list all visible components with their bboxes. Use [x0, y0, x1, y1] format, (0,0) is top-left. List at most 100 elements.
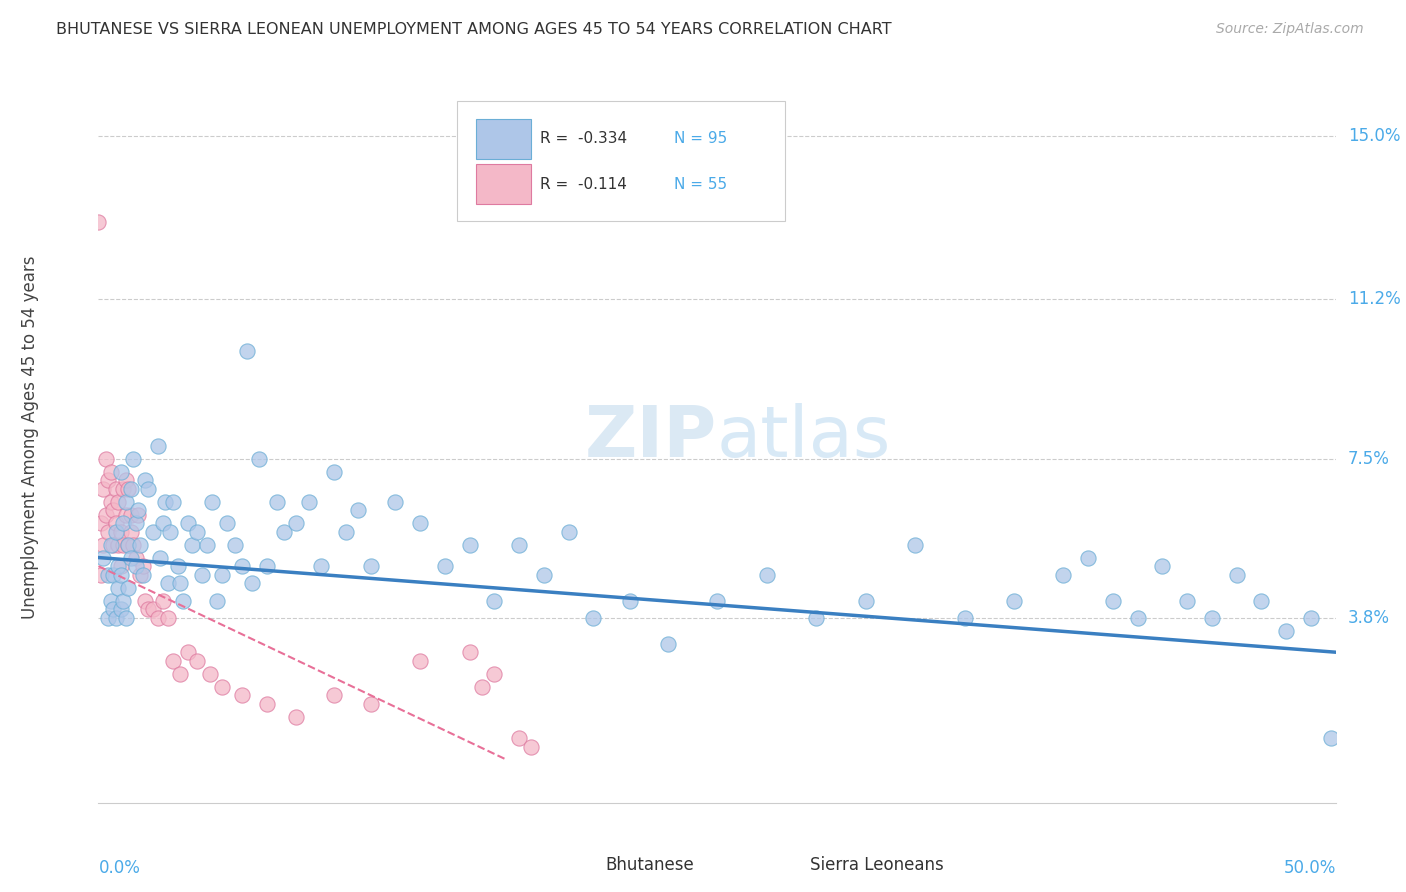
Point [104, 524, 127, 539]
Point [657, 637, 679, 651]
Point [114, 508, 136, 522]
Point [1152, 559, 1174, 574]
Point [1102, 593, 1125, 607]
Point [211, 567, 233, 582]
Point [266, 494, 288, 508]
Point [110, 465, 132, 479]
Text: R =  -0.334: R = -0.334 [540, 131, 627, 146]
Point [107, 494, 129, 508]
Point [186, 654, 208, 668]
Point [110, 524, 132, 539]
Point [156, 611, 179, 625]
Point [557, 524, 579, 539]
Point [136, 602, 159, 616]
Point [360, 697, 382, 711]
Point [409, 654, 432, 668]
FancyBboxPatch shape [475, 164, 531, 204]
Point [114, 473, 136, 487]
FancyBboxPatch shape [475, 119, 531, 159]
Point [582, 611, 605, 625]
Point [484, 666, 506, 681]
Point [122, 451, 145, 466]
Point [117, 482, 139, 496]
Point [120, 482, 142, 496]
Point [124, 559, 146, 574]
Point [103, 602, 125, 616]
Text: Source: ZipAtlas.com: Source: ZipAtlas.com [1216, 22, 1364, 37]
Point [619, 593, 641, 607]
Point [520, 739, 543, 754]
Point [256, 697, 278, 711]
Point [360, 559, 382, 574]
Point [273, 524, 295, 539]
Point [458, 538, 481, 552]
Point [100, 494, 122, 508]
Point [855, 593, 877, 607]
Point [152, 593, 174, 607]
Point [1175, 593, 1198, 607]
Point [347, 503, 370, 517]
Point [100, 593, 122, 607]
Text: Bhutanese: Bhutanese [606, 856, 695, 874]
Point [1275, 624, 1298, 638]
Point [107, 538, 129, 552]
Point [107, 581, 129, 595]
Point [508, 538, 530, 552]
Point [256, 559, 278, 574]
Point [195, 538, 218, 552]
Point [706, 593, 728, 607]
Point [247, 451, 270, 466]
Text: R =  -0.114: R = -0.114 [540, 178, 627, 193]
Point [94, 451, 117, 466]
Point [124, 550, 146, 565]
Point [172, 593, 194, 607]
Point [103, 503, 125, 517]
Point [1319, 731, 1341, 746]
Text: atlas: atlas [717, 402, 891, 472]
Point [104, 482, 127, 496]
Point [755, 567, 778, 582]
Point [97, 611, 120, 625]
Point [127, 503, 149, 517]
Point [120, 550, 142, 565]
Point [285, 516, 308, 530]
Point [107, 559, 129, 574]
Point [117, 538, 139, 552]
Point [156, 576, 179, 591]
Point [1126, 611, 1149, 625]
Point [159, 524, 181, 539]
FancyBboxPatch shape [457, 101, 785, 221]
Point [433, 559, 456, 574]
Point [114, 611, 136, 625]
Point [904, 538, 927, 552]
Point [205, 593, 228, 607]
Point [169, 576, 191, 591]
Point [93, 482, 115, 496]
FancyBboxPatch shape [537, 848, 598, 883]
Point [166, 559, 188, 574]
Point [1002, 593, 1025, 607]
Point [186, 524, 208, 539]
Point [335, 524, 357, 539]
Point [198, 666, 221, 681]
Point [169, 666, 191, 681]
Point [114, 494, 136, 508]
Point [224, 538, 246, 552]
Point [120, 524, 142, 539]
Point [134, 593, 156, 607]
Point [103, 567, 125, 582]
Point [155, 494, 177, 508]
Point [804, 611, 827, 625]
Point [112, 538, 135, 552]
Point [103, 538, 125, 552]
Point [110, 559, 132, 574]
Point [162, 494, 184, 508]
Point [134, 473, 156, 487]
Point [1052, 567, 1074, 582]
Point [129, 567, 152, 582]
Point [533, 567, 555, 582]
Point [953, 611, 976, 625]
Point [104, 516, 127, 530]
Point [1077, 550, 1099, 565]
Point [211, 680, 233, 694]
